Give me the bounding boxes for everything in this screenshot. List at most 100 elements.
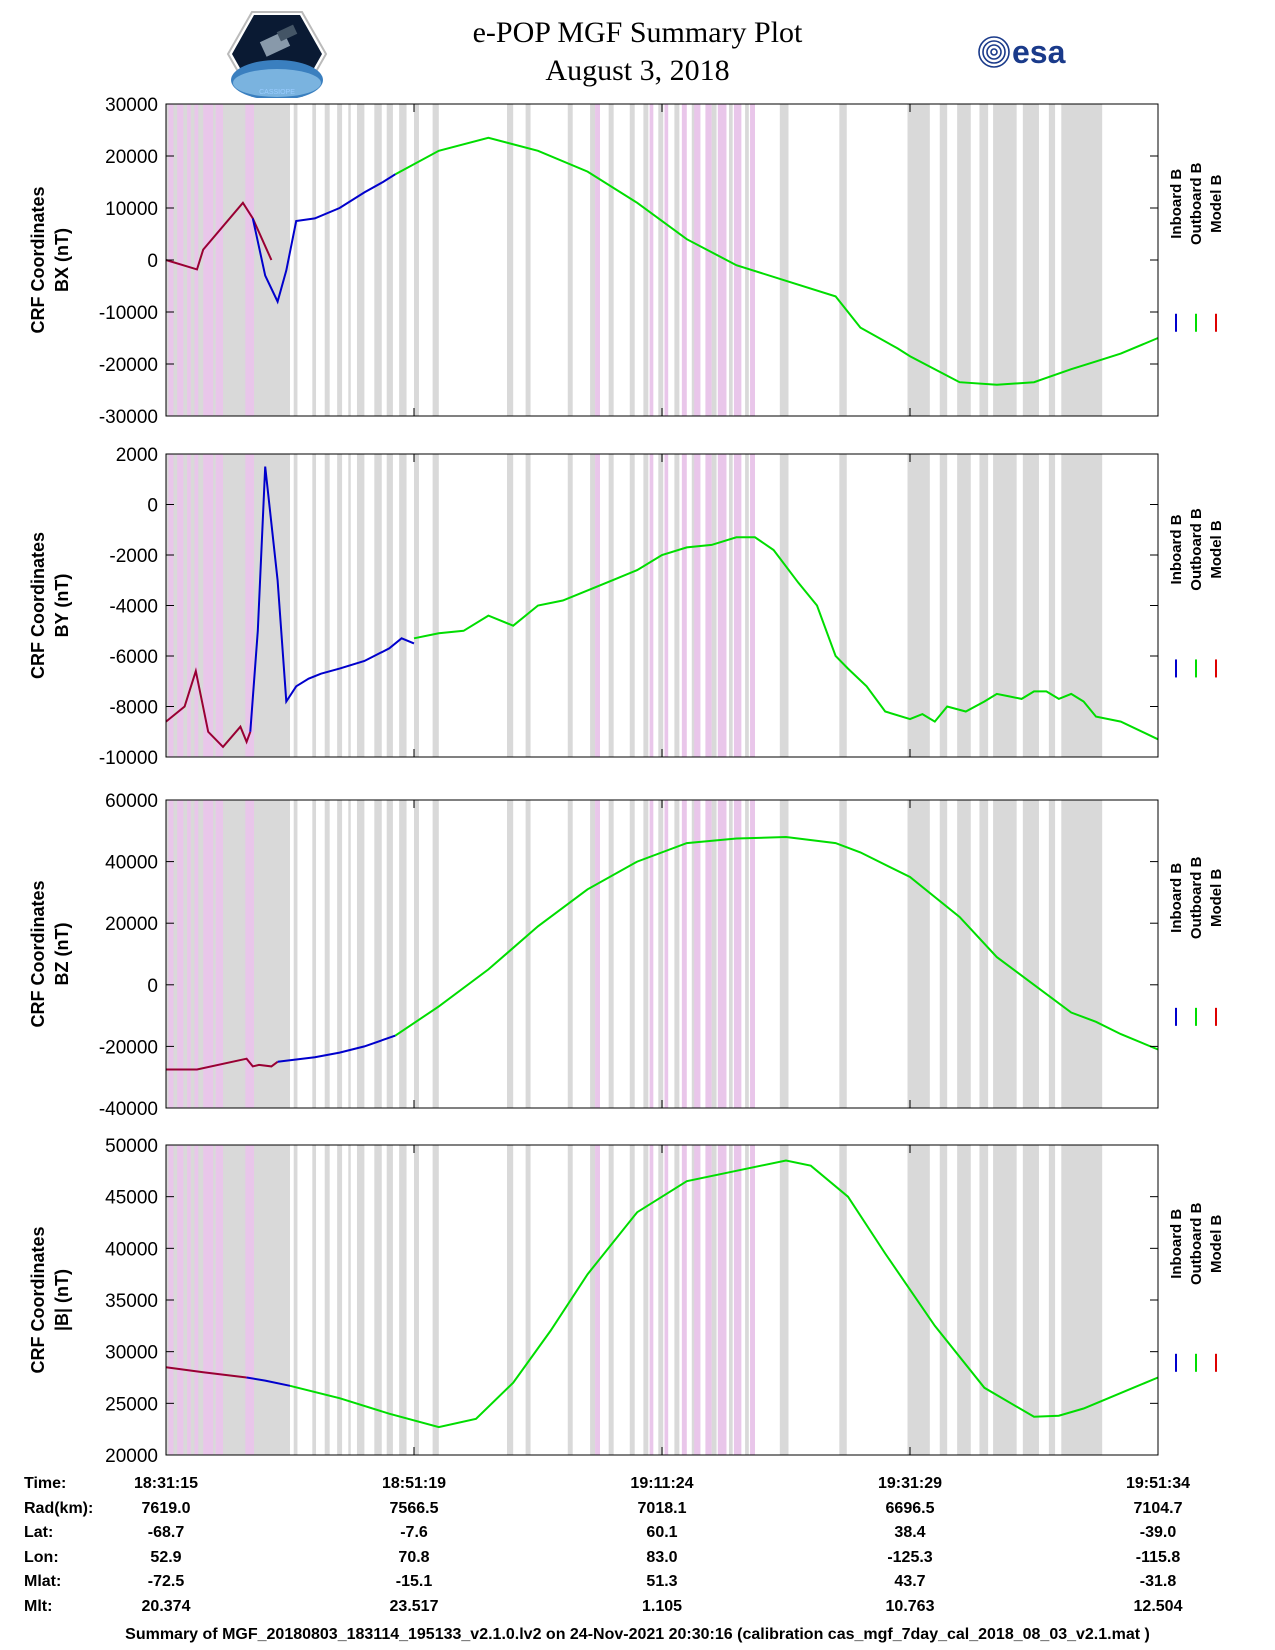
gray-band — [525, 454, 531, 757]
panel-3: -40000 -20000 0 20000 40000 60000 CRF Coordina… — [28, 791, 1225, 1120]
pink-band — [595, 1145, 600, 1455]
gray-band — [348, 1145, 351, 1455]
gray-band — [348, 454, 351, 757]
gray-band — [839, 1145, 847, 1455]
pink-band — [187, 1145, 191, 1455]
gray-band — [1048, 800, 1056, 1108]
pink-band — [187, 800, 191, 1108]
pink-band — [705, 454, 712, 757]
series-inboard-b — [246, 1376, 291, 1387]
gray-band — [728, 800, 733, 1108]
pink-band — [649, 104, 654, 416]
gray-band — [567, 800, 573, 1108]
pink-band — [705, 104, 712, 416]
gray-band — [711, 454, 717, 757]
gray-band — [312, 800, 317, 1108]
gray-band — [643, 104, 649, 416]
pink-band — [245, 104, 255, 416]
y-tick-label: -20000 — [99, 1037, 158, 1058]
gray-band — [674, 800, 680, 1108]
esa-text: esa — [1012, 34, 1066, 70]
pink-band — [177, 104, 184, 416]
gray-band — [348, 800, 351, 1108]
gray-band — [979, 1145, 989, 1455]
gray-band — [993, 454, 1017, 757]
gray-band — [1048, 454, 1056, 757]
pink-band — [733, 104, 742, 416]
pink-band — [681, 800, 687, 1108]
gray-band — [957, 104, 971, 416]
legend-label: Outboard B — [1188, 856, 1205, 939]
gray-band — [432, 1145, 439, 1455]
gray-band — [745, 1145, 749, 1455]
gray-band — [324, 104, 330, 416]
pink-band — [694, 454, 701, 757]
gray-band — [525, 104, 531, 416]
gray-band — [1061, 104, 1103, 416]
gray-band — [525, 800, 531, 1108]
pink-band — [187, 454, 191, 757]
ephemeris-value: -39.0 — [1139, 1524, 1177, 1541]
cassiope-logo: CASSIOPE — [226, 11, 328, 98]
y-tick-label: -2000 — [109, 546, 158, 567]
gray-band — [779, 1145, 789, 1455]
gray-band — [507, 454, 514, 757]
gray-band — [374, 104, 382, 416]
gray-band — [166, 800, 290, 1108]
y-tick-label: -6000 — [109, 647, 158, 668]
pink-band — [664, 454, 669, 757]
gray-band — [779, 800, 789, 1108]
y-tick-label: 30000 — [105, 95, 158, 116]
gray-band — [629, 104, 635, 416]
ephemeris-value: 19:31:29 — [877, 1475, 943, 1492]
series-outboard-b — [289, 1159, 1159, 1429]
y-tick-label: 50000 — [105, 1136, 158, 1157]
pink-band — [717, 454, 727, 757]
pink-band — [733, 800, 742, 1108]
gray-band — [399, 104, 407, 416]
y-tick-label: 20000 — [105, 147, 158, 168]
pink-band — [681, 104, 687, 416]
y-tick-label: -20000 — [99, 355, 158, 376]
legend-label: Model B — [1208, 520, 1225, 578]
gray-band — [979, 800, 989, 1108]
pink-band — [203, 800, 214, 1108]
gray-band — [629, 454, 635, 757]
footer-caption: Summary of MGF_20180803_183114_195133_v2… — [125, 1626, 1150, 1643]
ephemeris-value: 43.7 — [894, 1573, 926, 1590]
pink-band — [681, 1145, 687, 1455]
gray-band — [166, 454, 290, 757]
gray-band — [356, 1145, 365, 1455]
series-inboard-b — [277, 1034, 396, 1063]
ephemeris-row-label: Rad(km): — [24, 1500, 94, 1517]
gray-band — [567, 104, 573, 416]
gray-band — [432, 800, 439, 1108]
gray-band — [386, 454, 393, 757]
gray-band — [643, 1145, 649, 1455]
ephemeris-value: 38.4 — [894, 1524, 926, 1541]
gray-band — [1061, 454, 1103, 757]
ephemeris-value: 83.0 — [646, 1549, 678, 1566]
gray-band — [939, 800, 948, 1108]
pink-band — [717, 1145, 727, 1455]
gray-band — [779, 104, 789, 416]
gray-band — [414, 800, 419, 1108]
gray-band — [1061, 800, 1103, 1108]
y-axis-label: CRF Coordinates — [28, 186, 48, 333]
pink-band — [717, 800, 727, 1108]
y-tick-label: 35000 — [105, 1291, 158, 1312]
gray-band — [907, 1145, 930, 1455]
gray-band — [608, 1145, 614, 1455]
gray-band — [293, 104, 298, 416]
legend-label: Outboard B — [1188, 508, 1205, 591]
legend-label: Inboard B — [1168, 1209, 1185, 1279]
ephemeris-value: -72.5 — [147, 1573, 185, 1590]
gray-band — [386, 1145, 393, 1455]
pink-band — [649, 800, 654, 1108]
pink-band — [649, 454, 654, 757]
gray-band — [374, 1145, 382, 1455]
gray-band — [374, 800, 382, 1108]
legend-label: Inboard B — [1168, 514, 1185, 584]
gray-band — [374, 454, 382, 757]
y-tick-label: 25000 — [105, 1394, 158, 1415]
